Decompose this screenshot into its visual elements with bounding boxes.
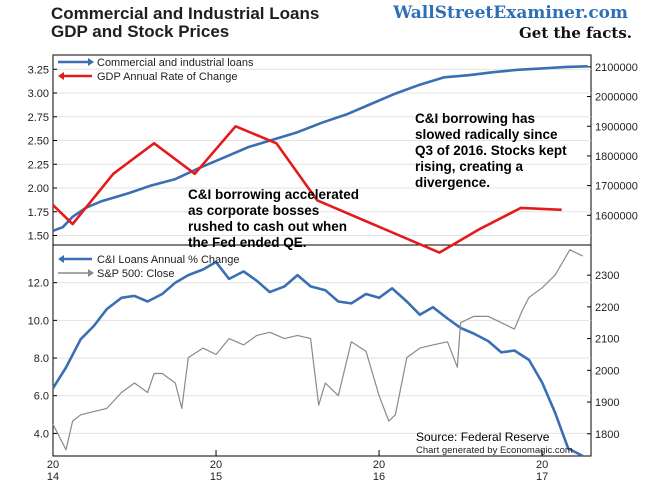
top-axis-ticks: 1.50 1.75 2.00 2.25 2.50 2.75 3.00 3.25 1600000 1… — [28, 62, 638, 243]
top-left-tick-label-3: 2.25 — [28, 159, 49, 171]
brand-tagline: Get the facts. — [518, 24, 632, 42]
bottom-gridlines — [53, 282, 591, 434]
x-tick-label-year-3: 17 — [536, 471, 548, 483]
chart-credit: Chart generated by Economagic.com — [416, 445, 573, 456]
legend-cil-marker — [58, 58, 94, 66]
bottom-left-tick-label-1: 6.0 — [34, 391, 49, 403]
source-note: Source: Federal Reserve — [416, 430, 550, 444]
bottom-right-tick-label-1: 1900 — [595, 397, 619, 409]
top-left-tick-label-6: 3.00 — [28, 88, 49, 100]
bottom-left-tick-label-4: 12.0 — [28, 278, 49, 290]
x-tick-label-year-0: 14 — [47, 471, 59, 483]
top-right-tick-label-5: 2100000 — [595, 62, 638, 74]
top-series — [52, 65, 588, 254]
bottom-left-tick-label-0: 4.0 — [34, 428, 49, 440]
x-tick-label-century-1: 20 — [210, 459, 222, 471]
top-right-tick-label-2: 1800000 — [595, 151, 638, 163]
bottom-legend: C&I Loans Annual % Change S&P 500: Close — [58, 254, 240, 280]
bottom-right-tick-label-0: 1800 — [595, 429, 619, 441]
top-right-tick-label-0: 1600000 — [595, 210, 638, 222]
x-tick-label-century-0: 20 — [47, 459, 59, 471]
top-right-tick-label-3: 1900000 — [595, 121, 638, 133]
legend-sp500-marker — [58, 269, 94, 277]
x-tick-label-century-2: 20 — [373, 459, 385, 471]
top-left-tick-label-2: 2.00 — [28, 183, 49, 195]
top-right-tick-label-4: 2000000 — [595, 92, 638, 104]
chart-subtitle: GDP and Stock Prices — [51, 22, 230, 41]
legend-cil-label: Commercial and industrial loans — [97, 57, 254, 69]
x-tick-label-year-1: 15 — [210, 471, 222, 483]
bottom-right-tick-label-5: 2300 — [595, 270, 619, 282]
chart-title: Commercial and Industrial Loans — [51, 4, 320, 23]
legend-sp500-label: S&P 500: Close — [97, 268, 174, 280]
top-left-tick-label-5: 2.75 — [28, 112, 49, 124]
annotation-acceleration: C&I borrowing accelerated as corporate b… — [188, 187, 360, 250]
legend-gdp-marker — [58, 72, 92, 80]
top-left-tick-label-0: 1.50 — [28, 231, 49, 243]
top-legend: Commercial and industrial loans GDP Annu… — [58, 57, 254, 83]
top-left-tick-label-4: 2.50 — [28, 136, 49, 148]
top-gridlines — [53, 68, 591, 236]
top-series-line-0 — [52, 65, 588, 233]
x-tick-label-year-2: 16 — [373, 471, 385, 483]
top-left-tick-label-7: 3.25 — [28, 64, 49, 76]
bottom-left-tick-label-2: 8.0 — [34, 353, 49, 365]
bottom-left-tick-label-3: 10.0 — [28, 315, 49, 327]
bottom-series-line-0 — [51, 260, 584, 458]
top-right-tick-label-1: 1700000 — [595, 181, 638, 193]
top-series-line-1 — [52, 125, 562, 254]
annotation-slowdown: C&I borrowing has slowed radically since… — [415, 111, 567, 190]
legend-gdp-label: GDP Annual Rate of Change — [97, 71, 237, 83]
top-left-tick-label-1: 1.75 — [28, 207, 49, 219]
bottom-series-line-1 — [52, 249, 584, 451]
bottom-panel-frame — [52, 244, 592, 457]
bottom-right-tick-label-4: 2200 — [595, 302, 619, 314]
bottom-axis-ticks: 4.0 6.0 8.0 10.0 12.0 1800 1900 2000 2100 2200 230… — [28, 270, 620, 441]
legend-ci-change-label: C&I Loans Annual % Change — [97, 254, 240, 266]
brand-logo: WallStreetExaminer.com — [393, 3, 628, 23]
bottom-right-tick-label-2: 2000 — [595, 365, 619, 377]
bottom-right-tick-label-3: 2100 — [595, 334, 619, 346]
x-tick-label-century-3: 20 — [536, 459, 548, 471]
bottom-series — [51, 249, 584, 458]
legend-ci-change-marker — [58, 255, 92, 263]
